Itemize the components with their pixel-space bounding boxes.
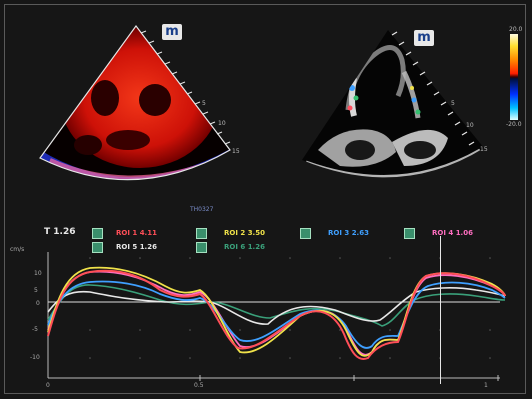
right-depth-label-3: 15 [480, 146, 488, 153]
roi-3-trace [47, 280, 506, 349]
timeline-label: TH0327 [190, 206, 214, 213]
color-scale-bottom-label: -20.0 [506, 121, 522, 128]
roi-2-trace [47, 266, 506, 357]
graph-axes [47, 252, 500, 381]
roi-5-label: ROI 5 1.26 [116, 243, 157, 251]
roi-5-checkbox[interactable] [92, 242, 103, 253]
roi-2-checkbox[interactable] [196, 228, 207, 239]
roi-1-label: ROI 1 4.11 [116, 229, 157, 237]
velocity-color-scale [510, 34, 518, 120]
x-tick-1: 1 [484, 382, 488, 389]
right-depth-label-1: 5 [451, 100, 455, 107]
roi-4-checkbox[interactable] [404, 228, 415, 239]
left-depth-label-2: 10 [218, 120, 226, 127]
y-tick-minus5: -5 [32, 326, 38, 333]
y-tick-0: 0 [36, 300, 40, 307]
time-cursor[interactable] [440, 236, 441, 384]
right-mode-badge[interactable]: m [414, 30, 434, 46]
echo-images [39, 24, 484, 181]
roi-6-checkbox[interactable] [196, 242, 207, 253]
left-depth-label-1: 5 [202, 100, 206, 107]
roi-4-label: ROI 4 1.06 [432, 229, 473, 237]
y-tick-minus10: -10 [30, 354, 40, 361]
left-depth-label-3: 15 [232, 148, 240, 155]
x-tick-0.5: 0.5 [194, 382, 204, 389]
display-frame [4, 4, 526, 394]
left-mode-badge[interactable]: m [162, 24, 182, 40]
roi-3-label: ROI 3 2.63 [328, 229, 369, 237]
roi-5-trace [47, 287, 506, 325]
left-depth-scale [140, 30, 231, 145]
x-tick-0: 0 [46, 382, 50, 389]
right-depth-label-2: 10 [466, 122, 474, 129]
roi-3-checkbox[interactable] [300, 228, 311, 239]
graph-grid-dots [89, 257, 491, 359]
roi-1-trace [47, 269, 506, 360]
roi-2-label: ROI 2 3.50 [224, 229, 265, 237]
y-axis-unit: cm/s [10, 246, 25, 253]
right-depth-scale [391, 31, 475, 146]
roi-6-label: ROI 6 1.26 [224, 243, 265, 251]
roi-6-trace [47, 284, 506, 327]
time-marker: T 1.26 [44, 227, 76, 237]
y-tick-10: 10 [34, 270, 42, 277]
y-tick-5: 5 [34, 287, 38, 294]
left-sector-outline [39, 24, 231, 181]
color-scale-top-label: 20.0 [509, 26, 523, 33]
roi-1-checkbox[interactable] [92, 228, 103, 239]
